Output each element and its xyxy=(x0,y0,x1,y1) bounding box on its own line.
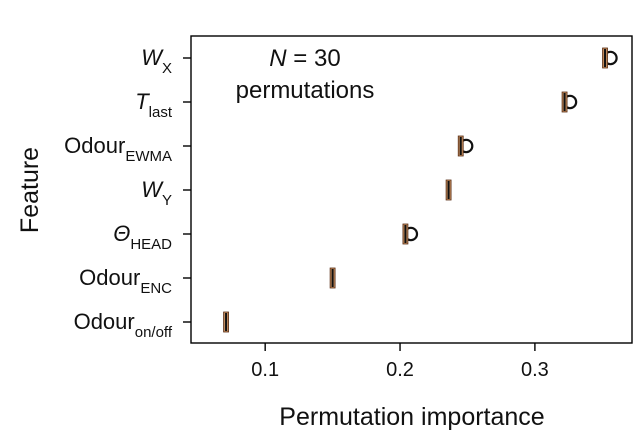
feature-label: OdourEWMA xyxy=(64,133,172,165)
x-axis-ticks: 0.1 0.2 0.3 xyxy=(251,343,549,381)
x-tick-label: 0.1 xyxy=(251,359,279,381)
feature-label-base: T xyxy=(135,89,150,114)
feature-label-base: Odour xyxy=(64,133,125,158)
feature-label: Tlast xyxy=(135,89,173,121)
feature-label-base: W xyxy=(141,45,164,70)
y-axis-label: Feature xyxy=(16,147,44,233)
annotation-line-2: permutations xyxy=(236,77,375,104)
feature-label-base: W xyxy=(141,177,164,202)
feature-label-subscript: on/off xyxy=(135,324,173,341)
feature-label-subscript: HEAD xyxy=(130,236,172,253)
feature-label-subscript: Y xyxy=(162,192,172,209)
feature-label: WX xyxy=(141,45,172,77)
feature-label-base: Odour xyxy=(79,265,140,290)
feature-label-subscript: ENC xyxy=(140,280,172,297)
x-tick-label: 0.3 xyxy=(521,359,549,381)
feature-label-subscript: EWMA xyxy=(125,148,172,165)
annotation-n-symbol: N xyxy=(269,45,287,72)
x-axis-label: Permutation importance xyxy=(279,403,544,431)
feature-label: OdourENC xyxy=(79,265,172,297)
feature-label-subscript: X xyxy=(162,60,172,77)
feature-label-base: Θ xyxy=(113,221,130,246)
feature-label: WY xyxy=(141,177,172,209)
feature-label: ΘHEAD xyxy=(113,221,172,253)
feature-label: Odouron/off xyxy=(74,309,173,341)
n-permutations-annotation: N = 30 permutations xyxy=(236,45,375,104)
chart-marks xyxy=(223,47,618,333)
feature-label-base: Odour xyxy=(74,309,135,334)
x-tick-label: 0.2 xyxy=(386,359,414,381)
feature-label-subscript: last xyxy=(149,104,173,121)
annotation-line-1: N = 30 xyxy=(269,45,340,72)
y-axis-feature-labels: WXTlastOdourEWMAWYΘHEADOdourENCOdouron/o… xyxy=(64,45,191,341)
annotation-n-value: = 30 xyxy=(287,45,341,72)
